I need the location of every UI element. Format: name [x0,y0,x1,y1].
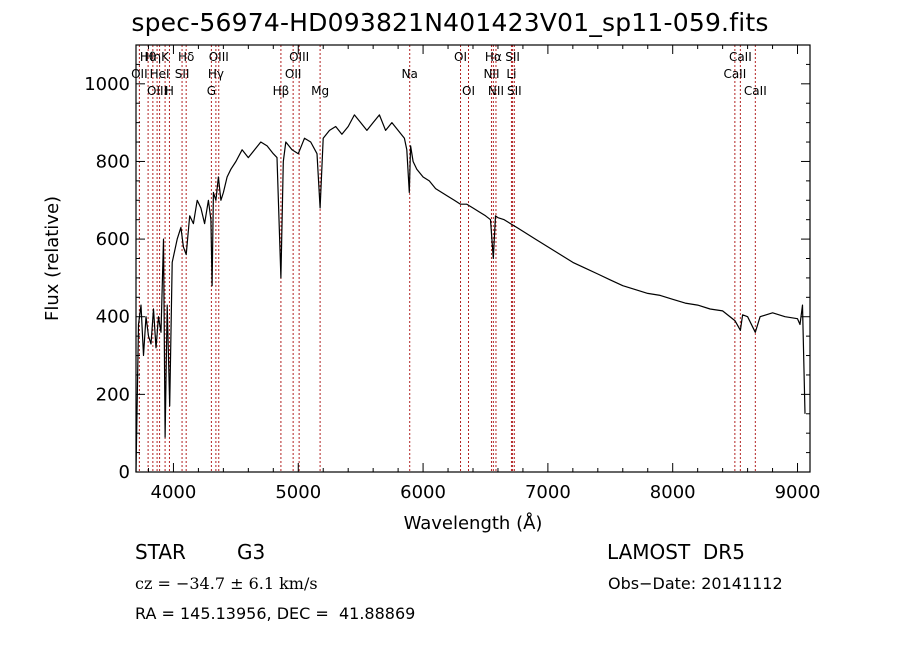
line-marker-label: OIII [289,50,309,64]
line-marker-label: CaII [744,84,767,98]
line-marker-label: Hη [145,50,162,64]
line-marker-label: OIII [147,84,167,98]
line-marker-label: OIII [209,50,229,64]
spectrum-line [135,114,806,473]
y-tick-label: 800 [96,151,130,172]
line-marker-label: HeI [150,67,170,81]
velocity-readout: cz = −34.7 ± 6.1 km/s [135,574,318,593]
plot-frame [135,44,811,473]
line-marker-label: K [161,50,170,64]
coordinates: RA = 145.13956, DEC = 41.88869 [135,604,416,623]
line-marker-label: NII [488,84,504,98]
y-axis-label: Flux (relative) [42,196,63,321]
x-tick-label: 9000 [775,482,821,503]
line-marker-label: Hδ [178,50,194,64]
chart-title: spec-56974-HD093821N401423V01_sp11-059.f… [131,8,769,37]
x-tick-label: 7000 [525,482,571,503]
line-marker-label: SII [505,50,520,64]
y-tick-label: 600 [96,229,130,250]
series-group [135,114,806,473]
x-tick-label: 4000 [151,482,197,503]
y-tick-label: 1000 [84,74,130,95]
line-marker-label: Na [402,67,418,81]
object-class: STAR [135,540,186,564]
line-marker-label: SII [507,84,522,98]
line-markers [138,45,756,472]
line-marker-label: Hβ [273,84,290,98]
obs-date: Obs−Date: 20141112 [608,574,783,593]
y-tick-label: 400 [96,307,130,328]
line-marker-label: OII [285,67,302,81]
line-marker-labels: Hθ OII OIII Hη K HeI H Hδ SII OIII Hγ G Hβ OIII OII Mg N… [131,50,767,98]
line-marker-label: Hα [485,50,502,64]
x-axis: 4000 5000 6000 7000 8000 9000 [147,45,821,503]
x-tick-label: 6000 [400,482,446,503]
x-tick-label: 5000 [275,482,321,503]
line-marker-label: OI [462,84,475,98]
y-tick-label: 200 [96,384,130,405]
line-marker-label: H [165,84,174,98]
line-marker-label: G [207,84,216,98]
survey-name: LAMOST DR5 [607,540,745,564]
object-subclass: G3 [237,540,266,564]
line-marker-label: OII [131,67,148,81]
line-marker-label: NII [483,67,499,81]
line-marker-label: Hθ [140,50,156,64]
line-marker-label: OI [454,50,467,64]
line-marker-label: Mg [311,84,329,98]
line-marker-label: CaII [723,67,746,81]
line-marker-label: CaII [729,50,752,64]
x-tick-label: 8000 [650,482,696,503]
y-tick-label: 0 [119,462,130,483]
x-axis-label: Wavelength (Å) [404,512,543,534]
y-axis: 0 200 400 600 800 1000 [84,44,810,483]
line-marker-label: Hγ [208,67,224,81]
line-marker-label: Li [506,67,516,81]
line-marker-label: SII [175,67,190,81]
